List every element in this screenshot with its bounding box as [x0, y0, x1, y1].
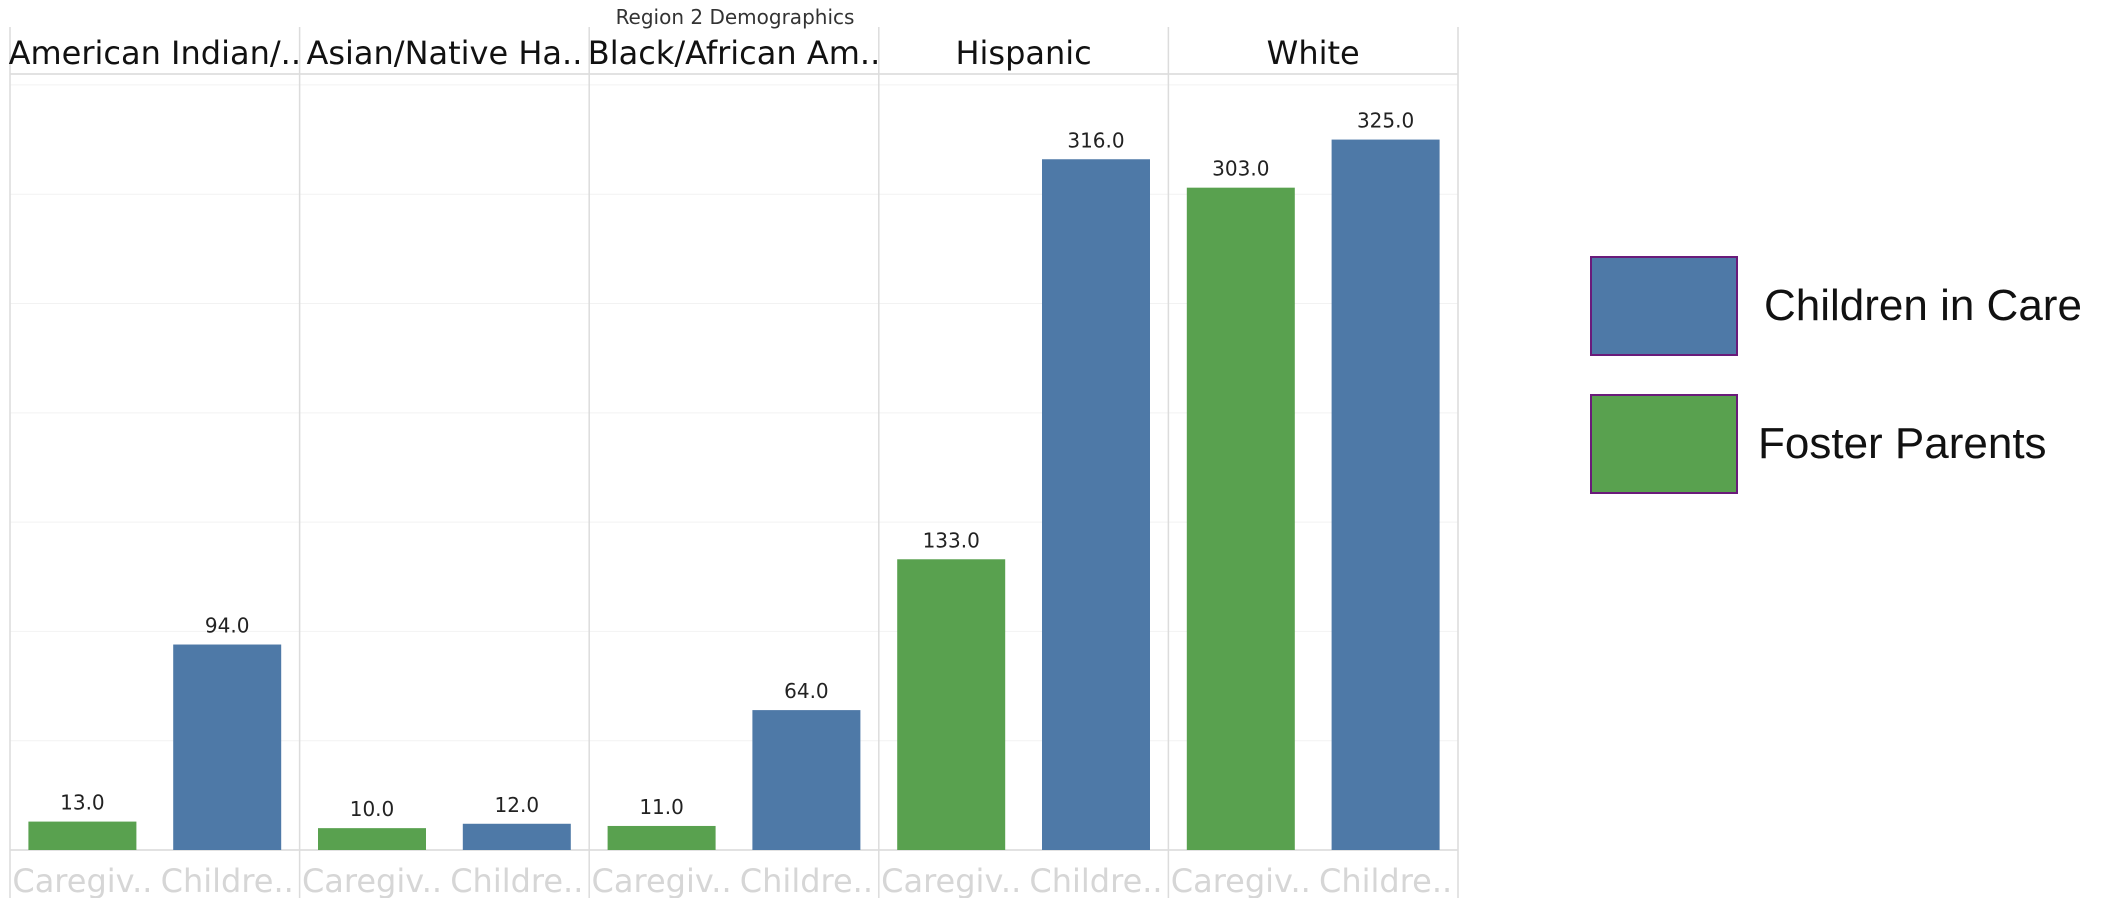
data-label: 12.0	[495, 793, 540, 817]
bar-foster-parents	[318, 828, 426, 850]
legend-item-children-in-care: Children in Care	[1590, 256, 2082, 356]
bar-foster-parents	[28, 821, 137, 850]
bar-foster-parents	[897, 559, 1006, 850]
x-tick-label: Childre..	[450, 862, 583, 898]
data-label: 11.0	[639, 795, 684, 819]
data-label: 133.0	[923, 528, 980, 552]
bar-children-in-care	[462, 823, 571, 850]
panel-header: Asian/Native Ha..	[306, 34, 582, 72]
data-label: 303.0	[1212, 157, 1269, 181]
data-label: 316.0	[1067, 128, 1124, 152]
data-label: 325.0	[1357, 109, 1414, 133]
panel-header: White	[1267, 34, 1360, 72]
x-tick-label: Childre..	[1319, 862, 1452, 898]
bar-children-in-care	[752, 710, 861, 850]
bar-foster-parents	[1186, 187, 1295, 850]
data-label: 13.0	[60, 791, 105, 815]
panel-header: Hispanic	[955, 34, 1091, 72]
x-tick-label: Caregiv..	[592, 862, 732, 898]
x-tick-label: Caregiv..	[302, 862, 442, 898]
bar-foster-parents	[607, 825, 716, 850]
legend-label-children-in-care: Children in Care	[1764, 281, 2082, 330]
legend-item-foster-parents: Foster Parents	[1590, 394, 2047, 494]
x-tick-label: Childre..	[161, 862, 294, 898]
x-tick-label: Childre..	[740, 862, 873, 898]
x-tick-label: Caregiv..	[12, 862, 152, 898]
chart-title: Region 2 Demographics	[616, 5, 855, 29]
panel-header: Black/African Am..	[588, 34, 880, 72]
x-tick-label: Caregiv..	[1171, 862, 1311, 898]
x-tick-label: Caregiv..	[881, 862, 1021, 898]
data-label: 94.0	[205, 614, 250, 638]
data-label: 10.0	[350, 797, 395, 821]
bar-children-in-care	[173, 644, 282, 850]
x-tick-label: Childre..	[1029, 862, 1162, 898]
bar-children-in-care	[1331, 139, 1440, 851]
legend-swatch-foster-parents	[1590, 394, 1738, 494]
panel-header: American Indian/..	[9, 34, 301, 72]
legend-swatch-children-in-care	[1590, 256, 1738, 356]
bar-children-in-care	[1042, 159, 1150, 850]
data-label: 64.0	[784, 679, 829, 703]
legend-label-foster-parents: Foster Parents	[1758, 419, 2047, 468]
